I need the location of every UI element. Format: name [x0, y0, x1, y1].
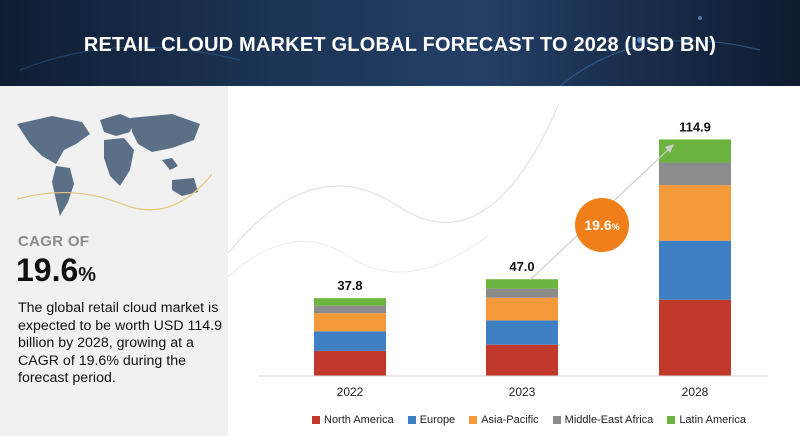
header-decoration	[19, 16, 761, 86]
stacked-bar-chart: 37.8 47.0 114.9 2022 2023 2028	[228, 105, 768, 399]
cagr-label: CAGR OF	[18, 233, 90, 250]
x-tick-label-2028: 2028	[682, 385, 709, 399]
legend-item-latin-america: Latin America	[667, 414, 746, 426]
bar-segment-2022-europe	[314, 331, 386, 351]
page-title: RETAIL CLOUD MARKET GLOBAL FORECAST TO 2…	[83, 34, 717, 56]
bar-segment-2022-latin-america	[314, 298, 386, 306]
legend-item-middle-east-africa: Middle-East Africa	[552, 414, 654, 426]
header-banner: RETAIL CLOUD MARKET GLOBAL FORECAST TO 2…	[0, 0, 800, 86]
cagr-unit: %	[78, 264, 97, 286]
bar-segment-2023-asia-pacific	[486, 297, 558, 321]
total-label-2023: 47.0	[509, 259, 534, 274]
cagr-number: 19.6	[16, 252, 79, 288]
legend-swatch	[552, 416, 561, 424]
cagr-bubble-unit: %	[611, 221, 620, 232]
bar-segment-2028-middle-east-africa	[659, 162, 731, 186]
legend-label: Europe	[419, 414, 456, 426]
chart-area: 37.8 47.0 114.9 2022 2023 2028	[228, 86, 800, 436]
bar-segment-2028-europe	[659, 240, 731, 300]
legend-item-asia-pacific: Asia-Pacific	[469, 414, 539, 426]
legend-item-europe: Europe	[407, 414, 456, 426]
legend-label: North America	[324, 414, 394, 426]
bar-segment-2022-north-america	[314, 350, 386, 376]
total-label-2022: 37.8	[337, 278, 362, 293]
cagr-value: 19.6%	[16, 252, 96, 289]
cagr-bubble: 19.6%	[575, 198, 629, 252]
legend-item-north-america: North America	[312, 414, 394, 426]
legend-swatch	[407, 416, 416, 424]
legend-label: Middle-East Africa	[564, 414, 654, 426]
world-map-icon	[16, 114, 212, 216]
total-label-2028: 114.9	[679, 119, 711, 134]
bar-segment-2022-asia-pacific	[314, 313, 386, 332]
bar-segment-2023-latin-america	[486, 279, 558, 289]
legend-swatch	[667, 416, 676, 424]
legend-swatch	[469, 416, 478, 424]
bar-segment-2023-north-america	[486, 344, 558, 376]
bar-segment-2028-latin-america	[659, 139, 731, 163]
bar-segment-2022-middle-east-africa	[314, 305, 386, 314]
bar-segment-2023-europe	[486, 320, 558, 345]
bar-segment-2028-north-america	[659, 299, 731, 376]
bar-segment-2028-asia-pacific	[659, 185, 731, 241]
bar-segment-2023-middle-east-africa	[486, 288, 558, 298]
legend-swatch	[312, 416, 320, 424]
chart-legend: North America Europe Asia-Pacific Middle-Ea…	[312, 414, 746, 426]
cagr-bubble-value: 19.6	[584, 217, 612, 233]
legend-label: Latin America	[679, 414, 746, 426]
trend-arrow-icon	[665, 144, 674, 153]
market-description: The global retail cloud market is expect…	[18, 300, 222, 386]
legend-label: Asia-Pacific	[481, 414, 539, 426]
x-tick-label-2023: 2023	[509, 385, 536, 399]
x-tick-label-2022: 2022	[337, 385, 364, 399]
